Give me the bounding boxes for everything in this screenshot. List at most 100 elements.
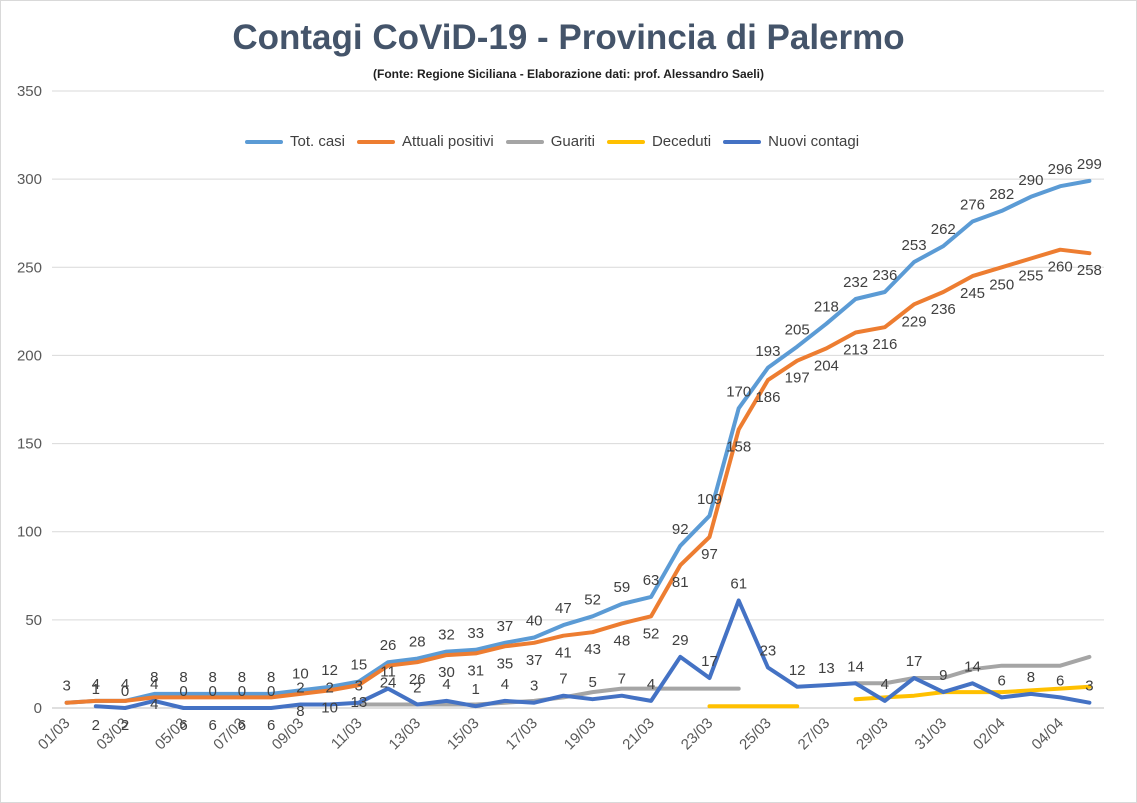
data-label: 2	[325, 679, 333, 696]
series-line	[64, 247, 1092, 705]
y-tick-label: 100	[17, 524, 42, 541]
data-label: 35	[497, 655, 514, 672]
data-label: 8	[150, 669, 158, 686]
legend-label: Tot. casi	[290, 133, 346, 150]
data-label: 6	[238, 717, 246, 734]
y-tick-label: 350	[17, 83, 42, 100]
legend-item-tot-casi: Tot. casi	[245, 133, 345, 150]
data-label: 253	[902, 237, 927, 254]
data-label: 197	[785, 370, 810, 387]
data-label: 92	[672, 521, 689, 538]
data-label: 250	[989, 276, 1014, 293]
data-label: 0	[209, 683, 217, 700]
legend-swatch	[357, 139, 396, 144]
data-label: 4	[442, 676, 450, 693]
x-tick-label: 15/03	[444, 715, 483, 754]
data-label: 52	[584, 591, 601, 608]
data-label: 48	[613, 632, 630, 649]
data-label: 10	[321, 699, 338, 716]
data-label: 26	[380, 637, 397, 654]
data-label: 290	[1018, 172, 1043, 189]
data-label: 4	[881, 676, 889, 693]
series-line	[93, 598, 1092, 710]
legend-item-nuovi-contagi: Nuovi contagi	[723, 133, 859, 150]
data-label: 3	[355, 678, 363, 695]
data-label: 8	[209, 669, 217, 686]
data-label: 26	[409, 671, 426, 688]
data-label: 47	[555, 600, 572, 617]
legend-label: Guariti	[550, 133, 595, 150]
data-label: 262	[931, 221, 956, 238]
legend-swatch	[606, 139, 645, 144]
data-label: 205	[785, 322, 810, 339]
data-label: 296	[1048, 161, 1073, 178]
data-label: 41	[555, 645, 572, 662]
data-label: 4	[647, 676, 655, 693]
data-label: 4	[150, 696, 158, 713]
data-label: 158	[726, 438, 751, 455]
data-label: 236	[931, 301, 956, 318]
data-label: 28	[409, 634, 426, 651]
y-tick-label: 150	[17, 436, 42, 453]
data-label: 2	[121, 717, 129, 734]
data-label: 13	[350, 694, 367, 711]
data-label: 245	[960, 285, 985, 302]
data-label: 8	[238, 669, 246, 686]
data-label: 6	[267, 717, 275, 734]
data-label: 6	[179, 717, 187, 734]
data-label: 37	[526, 652, 543, 669]
data-label: 12	[789, 662, 806, 679]
data-label: 11	[380, 664, 396, 681]
data-label: 216	[872, 336, 897, 353]
series-line	[853, 654, 1092, 686]
y-tick-label: 250	[17, 259, 42, 276]
data-label: 4	[121, 676, 129, 693]
data-label: 5	[588, 674, 596, 691]
data-label: 276	[960, 196, 985, 213]
data-label: 0	[121, 683, 129, 700]
chart-title: Contagi CoViD-19 - Provincia di Palermo	[232, 18, 905, 57]
data-label: 14	[847, 658, 864, 675]
legend-label: Attuali positivi	[402, 133, 494, 150]
data-label: 229	[902, 313, 927, 330]
data-label: 3	[62, 678, 70, 695]
data-label: 43	[584, 641, 601, 658]
data-label: 0	[267, 683, 275, 700]
data-label: 52	[643, 625, 660, 642]
x-tick-label: 19/03	[561, 715, 600, 754]
data-label: 17	[701, 653, 718, 670]
legend-item-guariti: Guariti	[505, 133, 595, 150]
data-label: 10	[292, 665, 309, 682]
x-tick-label: 27/03	[795, 715, 834, 754]
data-label: 97	[701, 546, 718, 563]
data-label: 7	[559, 671, 567, 688]
data-label: 13	[818, 660, 835, 677]
data-label: 29	[672, 632, 689, 649]
y-tick-label: 0	[34, 700, 42, 717]
x-tick-label: 31/03	[912, 715, 951, 754]
data-label: 2	[92, 717, 100, 734]
data-label: 186	[755, 389, 780, 406]
data-label: 260	[1048, 259, 1073, 276]
data-label: 4	[501, 676, 509, 693]
chart-legend: Tot. casi Attuali positivi Guariti Deced…	[245, 133, 859, 150]
data-label: 2	[413, 679, 421, 696]
data-label: 299	[1077, 156, 1102, 173]
data-label: 61	[730, 575, 747, 592]
data-label: 40	[526, 612, 543, 629]
data-label: 0	[179, 683, 187, 700]
data-label: 14	[964, 658, 981, 675]
data-label: 23	[760, 642, 777, 659]
data-label: 6	[998, 672, 1006, 689]
data-label: 17	[906, 653, 923, 670]
data-label: 31	[467, 662, 484, 679]
chart-subtitle: (Fonte: Regione Siciliana - Elaborazione…	[373, 67, 764, 81]
legend-label: Nuovi contagi	[768, 133, 860, 150]
data-label: 33	[467, 625, 484, 642]
x-tick-label: 01/03	[35, 715, 74, 754]
data-label: 258	[1077, 262, 1102, 279]
series-line	[64, 178, 1092, 705]
y-tick-label: 50	[25, 612, 42, 629]
y-tick-label: 300	[17, 171, 42, 188]
